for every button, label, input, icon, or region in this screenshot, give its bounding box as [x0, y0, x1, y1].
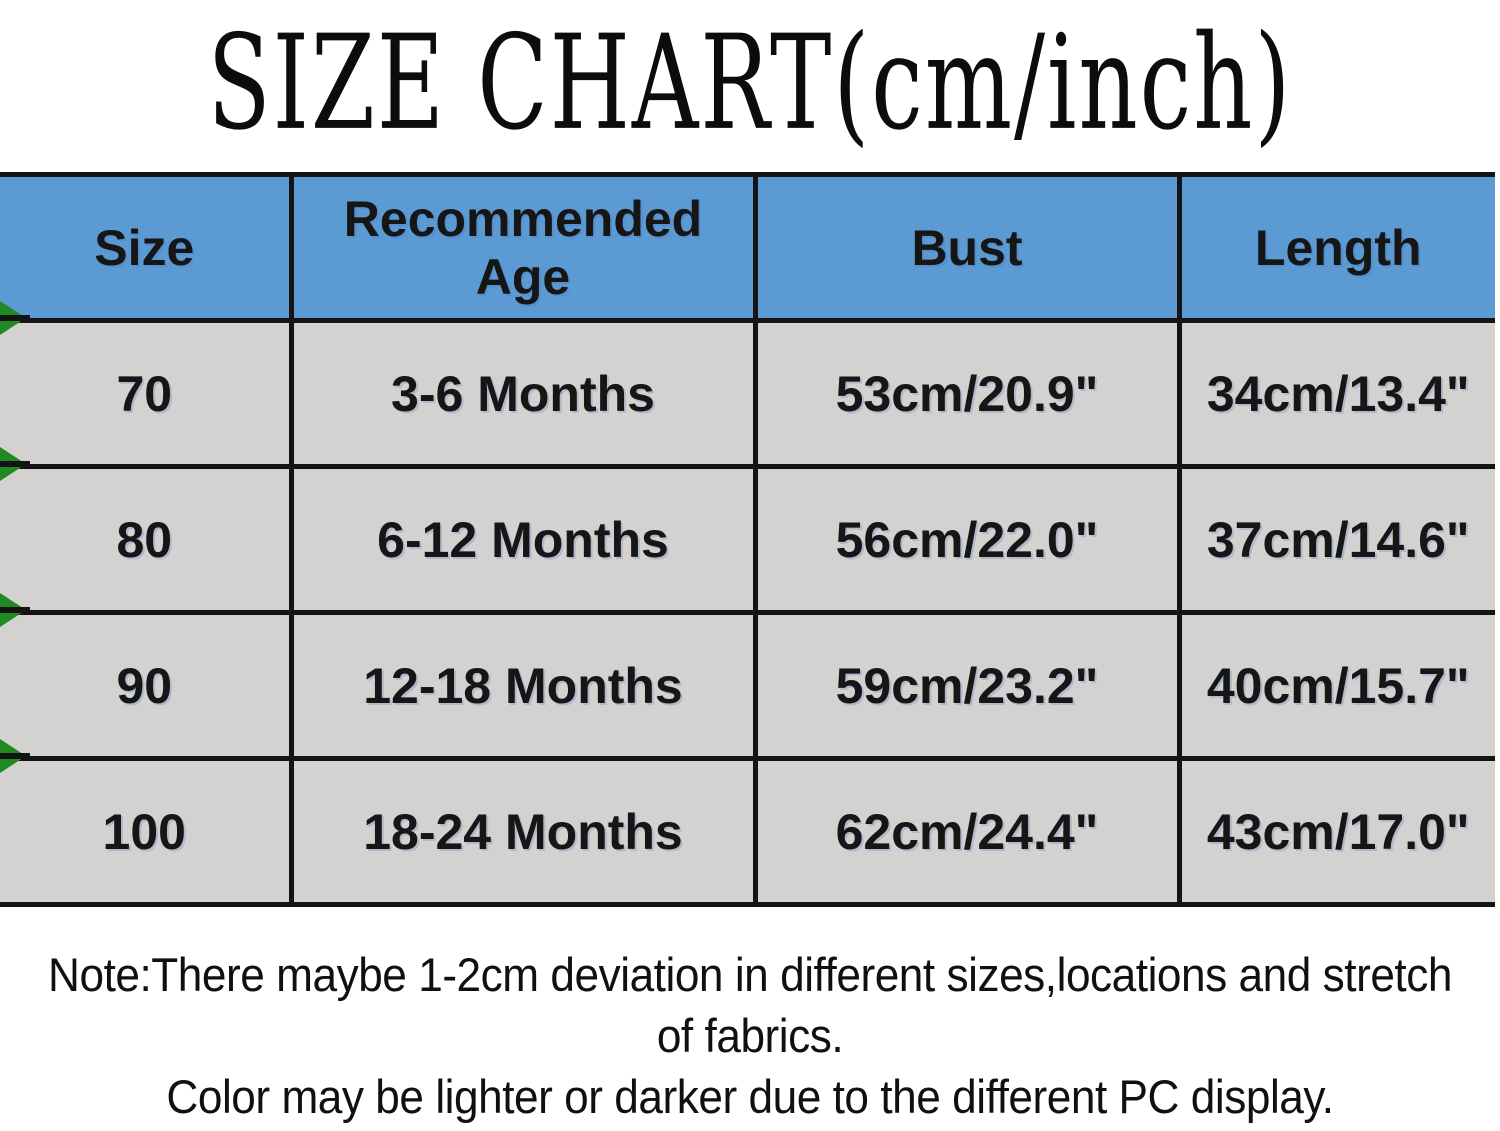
col-header-length: Length: [1176, 172, 1495, 323]
note-line: of fabrics.: [656, 1009, 844, 1062]
cell-size: 80: [0, 447, 294, 615]
note-line: Note:There maybe 1-2cm deviation in diff…: [48, 948, 1452, 1001]
cell-bust: 53cm/20.9": [752, 318, 1182, 469]
col-header-bust: Bust: [752, 172, 1182, 323]
table-row: 100 18-24 Months 62cm/24.4" 43cm/17.0": [0, 739, 1495, 907]
table-row: 70 3-6 Months 53cm/20.9" 34cm/13.4": [0, 301, 1495, 469]
cell-age: 3-6 Months: [288, 318, 758, 469]
col-header-size: Size: [0, 172, 294, 323]
cell-size: 90: [0, 593, 294, 761]
size-value: 80: [116, 511, 173, 568]
cell-length: 37cm/14.6": [1176, 464, 1495, 615]
cell-age: 6-12 Months: [288, 464, 758, 615]
notes: Note:There maybe 1-2cm deviation in diff…: [45, 928, 1455, 1127]
page-title: SIZE CHART(cm/inch): [207, 6, 1293, 159]
cell-size: 70: [0, 301, 294, 469]
cell-age: 18-24 Months: [288, 756, 758, 907]
cell-length: 34cm/13.4": [1176, 318, 1495, 469]
cell-bust: 56cm/22.0": [752, 464, 1182, 615]
size-value: 90: [116, 657, 173, 714]
size-table-container: Size Recommended Age Bust Length 70 3-6 …: [0, 172, 1500, 907]
size-value: 70: [116, 365, 173, 422]
cell-length: 43cm/17.0": [1176, 756, 1495, 907]
cell-bust: 62cm/24.4": [752, 756, 1182, 907]
col-header-age: Recommended Age: [288, 172, 758, 323]
cell-bust: 59cm/23.2": [752, 610, 1182, 761]
note-line: Color may be lighter or darker due to th…: [166, 1070, 1334, 1123]
cell-age: 12-18 Months: [288, 610, 758, 761]
size-value: 100: [102, 803, 186, 860]
table-row: 80 6-12 Months 56cm/22.0" 37cm/14.6": [0, 447, 1495, 615]
size-table: Size Recommended Age Bust Length 70 3-6 …: [0, 172, 1495, 907]
header-row: Size Recommended Age Bust Length: [0, 172, 1495, 323]
cell-size: 100: [0, 739, 294, 907]
table-row: 90 12-18 Months 59cm/23.2" 40cm/15.7": [0, 593, 1495, 761]
cell-length: 40cm/15.7": [1176, 610, 1495, 761]
